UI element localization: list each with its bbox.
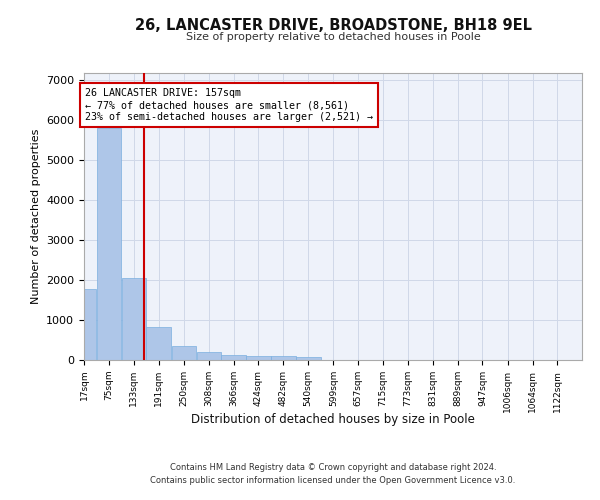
Bar	[146, 328, 171, 360]
Bar	[221, 356, 246, 360]
Y-axis label: Number of detached properties: Number of detached properties	[31, 128, 41, 304]
Bar	[197, 352, 221, 360]
Bar	[172, 346, 196, 360]
Bar	[72, 289, 97, 360]
Bar	[97, 128, 121, 360]
Bar	[296, 357, 320, 360]
Text: Distribution of detached houses by size in Poole: Distribution of detached houses by size …	[191, 412, 475, 426]
Text: 26, LANCASTER DRIVE, BROADSTONE, BH18 9EL: 26, LANCASTER DRIVE, BROADSTONE, BH18 9E…	[134, 18, 532, 32]
Text: Contains public sector information licensed under the Open Government Licence v3: Contains public sector information licen…	[151, 476, 515, 485]
Text: Size of property relative to detached houses in Poole: Size of property relative to detached ho…	[185, 32, 481, 42]
Text: Contains HM Land Registry data © Crown copyright and database right 2024.: Contains HM Land Registry data © Crown c…	[170, 462, 496, 471]
Text: 26 LANCASTER DRIVE: 157sqm
← 77% of detached houses are smaller (8,561)
23% of s: 26 LANCASTER DRIVE: 157sqm ← 77% of deta…	[85, 88, 373, 122]
Bar	[271, 356, 296, 360]
Bar	[246, 356, 271, 360]
Bar	[122, 278, 146, 360]
